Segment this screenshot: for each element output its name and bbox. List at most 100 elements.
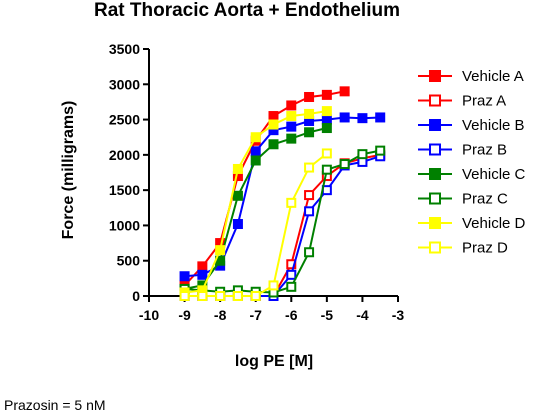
data-point-vehicle-b: [286, 121, 297, 132]
legend-label: Vehicle A: [462, 68, 524, 85]
data-point-vehicle-d: [286, 111, 297, 122]
data-point-vehicle-a: [197, 261, 208, 272]
footnote: Prazosin = 5 nM: [4, 397, 106, 413]
data-point-vehicle-a: [321, 89, 332, 100]
legend-label: Praz A: [462, 93, 506, 110]
data-point-praz-c: [357, 149, 368, 160]
x-axis-label: log PE [M]: [235, 353, 313, 370]
data-point-vehicle-d: [215, 245, 226, 256]
data-point-praz-d: [179, 291, 190, 301]
data-point-vehicle-a: [339, 86, 350, 97]
data-point-vehicle-d: [268, 119, 279, 130]
legend-item-vehicle-d: Vehicle D: [418, 215, 526, 232]
legend-item-praz-c: Praz C: [418, 191, 508, 208]
x-tick-label: -3: [392, 307, 405, 323]
x-tick-label: -10: [139, 307, 159, 323]
data-point-praz-c: [339, 159, 350, 170]
data-point-vehicle-d: [321, 106, 332, 117]
data-point-vehicle-c: [304, 127, 315, 138]
x-tick-label: -5: [321, 307, 334, 323]
series-line-vehicle-a: [183, 90, 345, 287]
data-point-praz-d: [304, 162, 315, 173]
data-point-praz-c: [304, 247, 315, 258]
legend-item-vehicle-b: Vehicle B: [418, 117, 525, 134]
data-point-praz-d: [321, 148, 332, 159]
series-vehicle-b: [179, 112, 386, 282]
legend-marker: [429, 241, 441, 254]
legend-marker: [429, 168, 441, 180]
legend-label: Vehicle B: [462, 117, 525, 134]
legend-label: Praz C: [462, 191, 508, 208]
data-point-vehicle-b: [250, 146, 261, 157]
legend-marker: [429, 119, 441, 131]
data-point-vehicle-b: [375, 112, 386, 123]
series-line-praz-a: [184, 153, 381, 297]
data-point-praz-d: [250, 291, 261, 301]
data-point-praz-b: [304, 206, 315, 217]
legend-item-praz-a: Praz A: [418, 93, 506, 110]
data-point-vehicle-c: [286, 133, 297, 144]
data-point-praz-c: [375, 145, 386, 156]
legend-item-vehicle-a: Vehicle A: [418, 68, 524, 85]
data-point-praz-d: [197, 291, 208, 301]
legend-marker: [429, 217, 441, 229]
series-line-praz-c: [184, 149, 381, 294]
y-tick-label: 500: [117, 253, 141, 269]
legend-label: Praz D: [462, 240, 508, 257]
data-point-praz-d: [286, 197, 297, 208]
x-tick-label: -7: [249, 307, 262, 323]
data-point-vehicle-d: [304, 108, 315, 119]
y-axis-label: Force (milligrams): [60, 101, 77, 240]
data-point-praz-c: [286, 281, 297, 292]
y-tick-label: 2000: [109, 147, 140, 163]
data-point-vehicle-b: [197, 269, 208, 280]
data-point-praz-a: [304, 190, 315, 201]
data-point-vehicle-a: [268, 111, 279, 122]
x-tick-label: -8: [214, 307, 227, 323]
legend-marker: [429, 94, 441, 107]
y-tick-label: 3000: [109, 76, 140, 92]
legend-marker: [429, 143, 441, 156]
y-tick-label: 3500: [109, 41, 140, 57]
x-tick-label: -6: [285, 307, 298, 323]
data-point-vehicle-d: [250, 132, 261, 143]
data-point-vehicle-d: [232, 163, 243, 174]
chart: Rat Thoracic Aorta + Endothelium 0 500 100…: [60, 0, 526, 370]
data-point-vehicle-c: [250, 155, 261, 166]
y-tick-label: 1500: [109, 182, 140, 198]
data-point-vehicle-b: [357, 113, 368, 124]
y-tick-label: 1000: [109, 217, 140, 233]
series-praz-b: [179, 151, 386, 301]
x-tick-label: -4: [356, 307, 369, 323]
y-tick-label: 0: [132, 288, 140, 304]
data-point-vehicle-b: [321, 114, 332, 125]
data-point-praz-d: [232, 291, 243, 301]
series-line-praz-b: [184, 155, 381, 297]
data-point-praz-b: [286, 269, 297, 280]
data-point-praz-c: [321, 164, 332, 175]
data-point-praz-d: [268, 280, 279, 291]
data-point-vehicle-a: [286, 100, 297, 111]
legend-label: Praz B: [462, 142, 507, 159]
legend-label: Vehicle D: [462, 215, 526, 232]
series-praz-a: [179, 149, 386, 301]
x-tick-label: -9: [178, 307, 191, 323]
data-point-vehicle-c: [232, 190, 243, 201]
data-point-vehicle-b: [339, 112, 350, 123]
series-praz-d: [179, 148, 332, 301]
data-point-vehicle-c: [321, 123, 332, 134]
legend-label: Vehicle C: [462, 166, 526, 183]
data-point-vehicle-c: [268, 139, 279, 150]
series-vehicle-d: [179, 106, 332, 298]
data-point-vehicle-a: [304, 91, 315, 102]
data-point-vehicle-b: [232, 219, 243, 230]
data-point-vehicle-b: [179, 271, 190, 282]
y-tick-label: 2500: [109, 112, 140, 128]
legend-item-praz-d: Praz D: [418, 240, 508, 257]
legend-marker: [429, 70, 441, 82]
chart-title: Rat Thoracic Aorta + Endothelium: [94, 0, 400, 21]
legend-item-praz-b: Praz B: [418, 142, 507, 159]
data-point-praz-d: [215, 291, 226, 301]
legend-marker: [429, 192, 441, 205]
legend-item-vehicle-c: Vehicle C: [418, 166, 526, 183]
